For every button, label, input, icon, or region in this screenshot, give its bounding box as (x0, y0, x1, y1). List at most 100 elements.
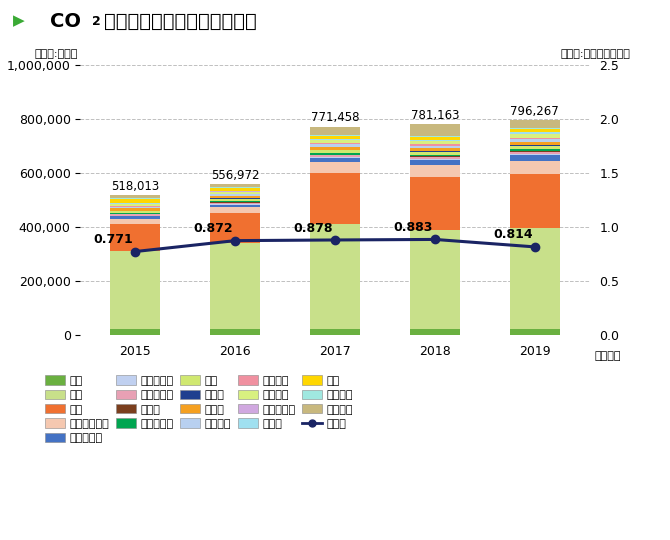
Bar (410, 140, 460, 141)
Text: ▶: ▶ (13, 14, 25, 29)
Bar (310, 150, 360, 153)
Bar (310, 173, 360, 224)
Bar (111, 214, 160, 215)
Bar (111, 208, 160, 211)
Bar (310, 329, 360, 335)
Bar (310, 135, 360, 136)
Bar (410, 152, 460, 154)
Bar (510, 139, 559, 141)
Bar (111, 204, 160, 206)
Bar (111, 199, 160, 202)
Bar (510, 128, 559, 130)
Bar (310, 139, 360, 140)
Bar (111, 213, 160, 214)
Bar (410, 124, 460, 136)
Bar (510, 138, 559, 139)
Bar (510, 141, 559, 145)
Bar (310, 143, 360, 144)
Text: 556,972: 556,972 (211, 169, 259, 183)
Bar (210, 191, 260, 192)
Bar (310, 224, 360, 329)
Text: 0.771: 0.771 (94, 233, 133, 246)
Bar (410, 137, 460, 140)
Bar (510, 329, 559, 335)
Bar (210, 187, 260, 188)
Bar (410, 141, 460, 144)
Bar (510, 132, 559, 133)
Bar (510, 156, 559, 160)
Bar (210, 213, 260, 243)
Bar (410, 144, 460, 145)
Bar (510, 145, 559, 146)
Bar (210, 205, 260, 207)
Bar (510, 120, 559, 128)
Text: 0.814: 0.814 (493, 228, 533, 241)
Bar (410, 157, 460, 159)
Bar (210, 194, 260, 195)
Bar (410, 159, 460, 160)
Bar (210, 201, 260, 202)
Bar (510, 130, 559, 132)
Bar (410, 154, 460, 156)
Text: 0.872: 0.872 (194, 222, 233, 235)
Bar (410, 165, 460, 177)
Bar (310, 126, 360, 135)
Bar (310, 157, 360, 158)
Bar (111, 215, 160, 216)
Bar (210, 192, 260, 194)
Bar (410, 148, 460, 151)
Bar (210, 207, 260, 213)
Bar (111, 195, 160, 198)
Text: 781,163: 781,163 (411, 109, 459, 122)
Bar (111, 219, 160, 224)
Text: （単位:トン／百万円）: （単位:トン／百万円） (561, 49, 630, 59)
Text: 0.878: 0.878 (293, 221, 333, 234)
Bar (510, 152, 559, 154)
Bar (111, 329, 160, 335)
Bar (510, 174, 559, 228)
Bar (111, 211, 160, 213)
Bar (111, 207, 160, 208)
Bar (510, 133, 559, 134)
Bar (210, 185, 260, 187)
Bar (310, 153, 360, 154)
Text: 796,267: 796,267 (511, 105, 559, 118)
Text: CO: CO (50, 12, 81, 31)
Bar (410, 145, 460, 147)
Bar (210, 329, 260, 335)
Text: （単位:トン）: （単位:トン） (35, 49, 78, 59)
Bar (111, 198, 160, 199)
Legend: 日本, タイ, 中国, シンガポール, マレーシア, カンボジア, フィリピン, インド, スロバキア, 英国, チェコ, ドイツ, フランス, イタリア, ス: 日本, タイ, 中国, シンガポール, マレーシア, カンボジア, フィリピン,… (45, 375, 353, 443)
Text: （年度）: （年度） (595, 351, 621, 361)
Bar (210, 188, 260, 191)
Bar (111, 224, 160, 251)
Bar (111, 251, 160, 329)
Bar (210, 199, 260, 201)
Bar (210, 202, 260, 204)
Bar (510, 150, 559, 151)
Bar (310, 140, 360, 143)
Bar (410, 177, 460, 230)
Bar (410, 160, 460, 165)
Bar (210, 198, 260, 199)
Text: 771,458: 771,458 (311, 111, 359, 124)
Bar (210, 193, 260, 194)
Bar (410, 136, 460, 137)
Bar (310, 146, 360, 150)
Bar (310, 158, 360, 162)
Text: 2: 2 (92, 15, 101, 28)
Bar (410, 230, 460, 329)
Text: 0.883: 0.883 (393, 221, 433, 234)
Bar (510, 160, 559, 174)
Bar (310, 162, 360, 173)
Bar (210, 243, 260, 329)
Bar (310, 136, 360, 139)
Bar (111, 206, 160, 207)
Bar (210, 195, 260, 198)
Bar (111, 216, 160, 219)
Bar (510, 228, 559, 329)
Bar (510, 134, 559, 138)
Bar (510, 146, 559, 150)
Bar (210, 204, 260, 205)
Bar (410, 329, 460, 335)
